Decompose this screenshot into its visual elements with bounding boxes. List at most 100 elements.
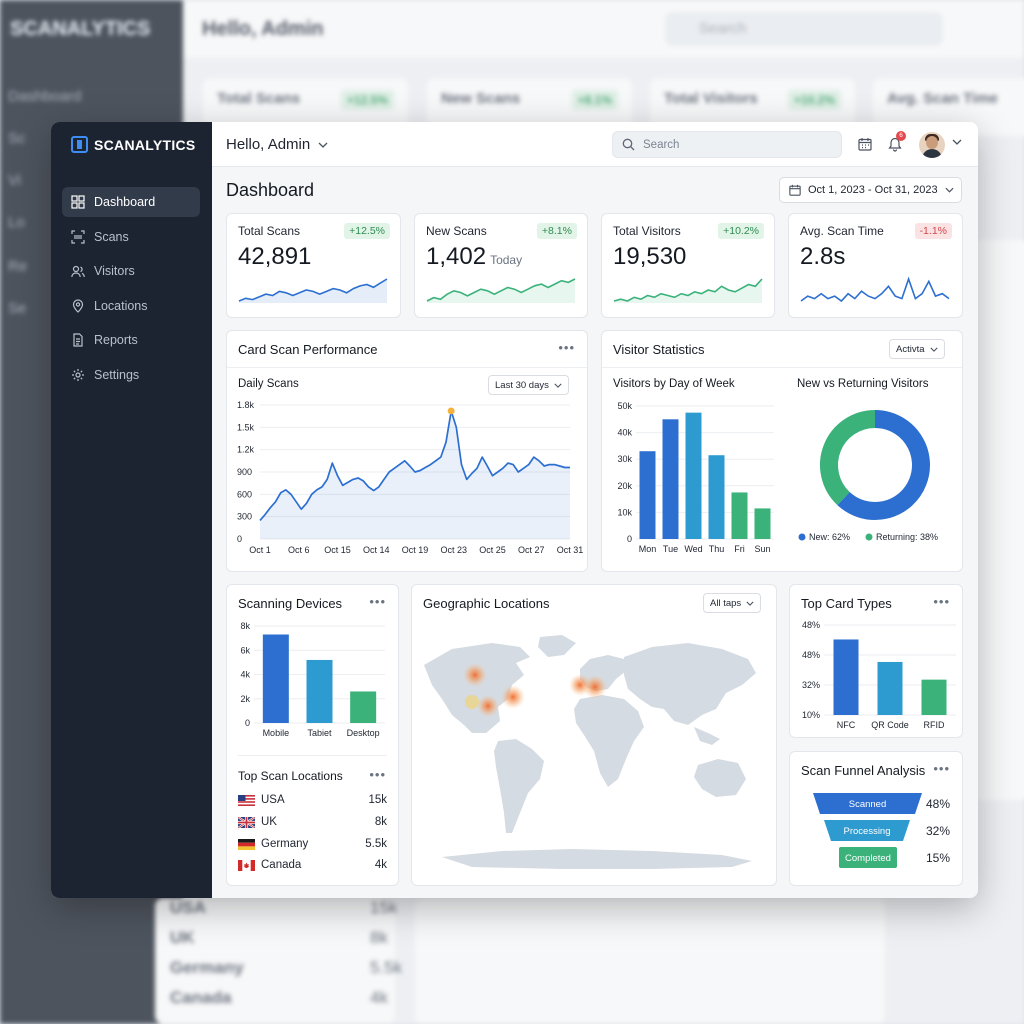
y-tick-label: 10k xyxy=(617,507,632,517)
chevron-down-icon xyxy=(318,142,328,148)
chevron-down-icon xyxy=(929,347,938,352)
filter-dropdown[interactable]: Activta xyxy=(889,339,945,359)
world-map xyxy=(424,635,756,869)
notifications-button[interactable]: 6 xyxy=(888,131,906,157)
hotspot-us-south xyxy=(477,695,499,717)
y-tick-label: 900 xyxy=(237,467,252,477)
peak-marker xyxy=(447,407,455,415)
kpi-label: New Scans xyxy=(426,224,487,238)
bg-nav-item: Vi xyxy=(8,172,22,189)
sidebar-item-label: Locations xyxy=(94,299,148,313)
kpi-change-badge: +12.5% xyxy=(344,223,390,239)
funnel-chart: Scanned Processing Completed 48% 32% 15% xyxy=(813,793,950,868)
panel-title: Top Card Types xyxy=(801,596,892,611)
location-row: UK 8k xyxy=(238,816,387,828)
date-range-text: Oct 1, 2023 - Oct 31, 2023 xyxy=(808,184,938,196)
hotspot-us-west xyxy=(463,663,487,687)
pin-icon xyxy=(72,299,84,313)
kpi-sparkline xyxy=(613,278,763,303)
kpi-change-badge: -1.1% xyxy=(914,223,952,239)
sidebar: SCANALYTICS Dashboard Scans Visitors Loc… xyxy=(51,122,212,898)
x-tick-label: Fri xyxy=(734,544,745,554)
calendar-icon xyxy=(789,184,801,196)
kpi-card-avg-scan-time: Avg. Scan Time -1.1% 2.8s xyxy=(788,213,963,318)
panel-title: Scan Funnel Analysis xyxy=(801,763,926,778)
more-options-icon[interactable]: ••• xyxy=(369,594,386,609)
kpi-card-total-visitors: Total Visitors +10.2% 19,530 xyxy=(601,213,775,318)
y-tick-label: 40k xyxy=(617,428,632,438)
sparkline-area xyxy=(239,279,387,303)
greeting-menu[interactable]: Hello, Admin xyxy=(226,136,328,153)
legend-label: Returning: 38% xyxy=(876,532,938,542)
more-options-icon[interactable]: ••• xyxy=(933,594,950,609)
kpi-card-new-scans: New Scans +8.1% 1,402 Today xyxy=(414,213,588,318)
kpi-sub-label: Today xyxy=(490,253,523,267)
bar xyxy=(877,661,903,715)
bar xyxy=(754,508,771,539)
bg-nav-item: Lo xyxy=(8,214,25,231)
page-title: Dashboard xyxy=(226,180,315,200)
more-options-icon[interactable]: ••• xyxy=(933,761,950,776)
legend-label: New: 62% xyxy=(809,532,850,542)
panel-title: Card Scan Performance xyxy=(238,342,378,357)
more-options-icon[interactable]: ••• xyxy=(369,767,386,782)
hotspot-us-east xyxy=(501,685,525,709)
y-tick-label: 4k xyxy=(240,670,250,680)
visitors-by-day-bar-chart: 0 10k 20k 30k 40k 50k Mon Tue Wed Thu Fri Sun xyxy=(617,401,774,554)
bar xyxy=(639,451,656,539)
x-tick-label: Oct 27 xyxy=(518,545,545,555)
taps-filter-dropdown[interactable]: All taps xyxy=(703,593,762,613)
legend-swatch xyxy=(865,533,873,541)
x-tick-label: Oct 1 xyxy=(249,545,271,555)
funnel-stage-label: Scanned xyxy=(849,799,887,810)
sidebar-item-dashboard[interactable]: Dashboard xyxy=(62,187,200,217)
y-tick-label: 48% xyxy=(802,650,820,660)
canada-flag-icon xyxy=(238,859,255,871)
sidebar-item-scans[interactable]: Scans xyxy=(62,222,200,252)
sparkline-line xyxy=(238,278,388,302)
sidebar-item-settings[interactable]: Settings xyxy=(62,360,200,390)
bg-logo: SCANALYTICS xyxy=(10,18,151,40)
more-options-icon[interactable]: ••• xyxy=(558,340,575,355)
x-tick-label: NFC xyxy=(837,720,856,730)
funnel-stage-value: 15% xyxy=(926,851,950,865)
sparkline-line xyxy=(426,278,576,302)
date-range-picker[interactable]: Oct 1, 2023 - Oct 31, 2023 xyxy=(779,177,962,203)
chevron-down-icon[interactable] xyxy=(952,139,962,145)
range-dropdown[interactable]: Last 30 days xyxy=(488,375,569,395)
chevron-down-icon xyxy=(746,601,754,606)
bar xyxy=(662,419,679,539)
top-card-types-bar-chart: 10% 32% 48% 48% NFC QR Code RFID xyxy=(802,620,956,730)
calendar-icon[interactable] xyxy=(858,137,872,151)
sidebar-item-label: Reports xyxy=(94,333,138,347)
x-tick-label: Mon xyxy=(639,544,657,554)
bar xyxy=(262,634,289,723)
sidebar-item-locations[interactable]: Locations xyxy=(62,291,200,321)
grid-icon xyxy=(71,195,85,209)
search-input[interactable]: Search xyxy=(612,131,842,158)
sidebar-item-reports[interactable]: Reports xyxy=(62,325,200,355)
sidebar-item-visitors[interactable]: Visitors xyxy=(62,256,200,286)
y-tick-label: 50k xyxy=(617,401,632,411)
us-flag-icon xyxy=(238,794,255,806)
funnel-stage-value: 48% xyxy=(926,797,950,811)
y-tick-label: 20k xyxy=(617,481,632,491)
donut-slice-returning xyxy=(820,410,876,506)
line-area xyxy=(260,411,570,539)
chart-subtitle: Daily Scans xyxy=(238,378,299,390)
panel-title: Top Scan Locations xyxy=(238,769,343,783)
x-tick-label: Wed xyxy=(684,544,702,554)
scan-icon xyxy=(71,230,85,244)
bg-location-row: Canada 4k xyxy=(170,988,388,1007)
australia xyxy=(694,759,746,797)
search-icon xyxy=(622,138,635,151)
app-logo: SCANALYTICS xyxy=(71,136,196,153)
legend-swatch xyxy=(798,533,806,541)
avatar[interactable] xyxy=(919,132,945,158)
sidebar-item-label: Scans xyxy=(94,230,129,244)
dashboard-window: SCANALYTICS Dashboard Scans Visitors Loc… xyxy=(51,122,978,898)
sidebar-item-label: Visitors xyxy=(94,264,135,278)
y-tick-label: 30k xyxy=(617,454,632,464)
y-tick-label: 0 xyxy=(245,718,250,728)
location-row: Canada 4k xyxy=(238,859,387,871)
